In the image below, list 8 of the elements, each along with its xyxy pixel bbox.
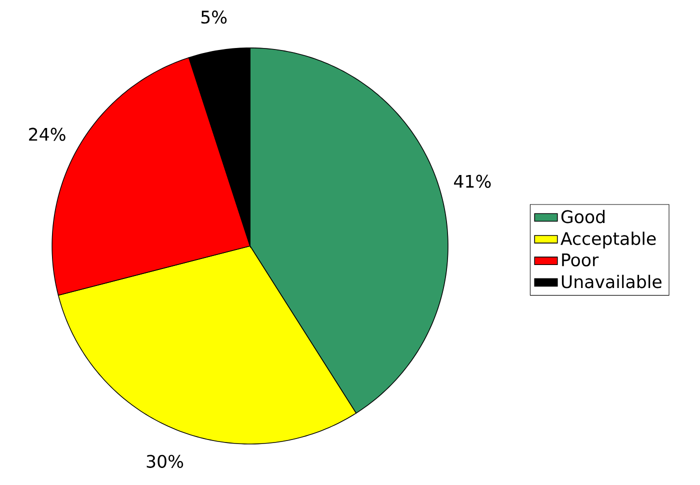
data-label: 41% <box>454 174 491 188</box>
legend-label: Poor <box>562 254 599 266</box>
legend-label: Acceptable <box>560 232 656 248</box>
legend-label: Good <box>561 210 605 224</box>
data-label: 24% <box>29 128 66 141</box>
data-label: 30% <box>146 454 184 468</box>
legend-label: Unavailable <box>562 274 662 288</box>
data-label: 5% <box>201 10 227 24</box>
